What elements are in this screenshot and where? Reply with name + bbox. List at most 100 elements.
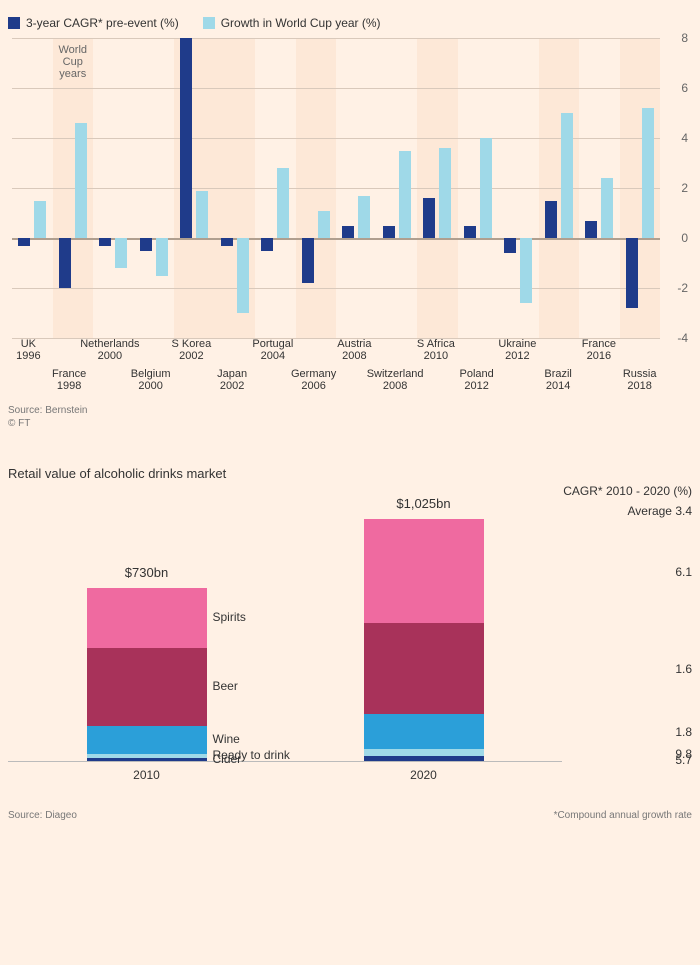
x-axis-label: Portugal2004	[243, 338, 303, 362]
x-axis-label: Germany2006	[284, 368, 344, 392]
x-axis-label: Russia2018	[610, 368, 670, 392]
legend-swatch	[203, 17, 215, 29]
segment-beer	[87, 648, 207, 726]
bar-wc-year	[156, 238, 168, 276]
bar-pre-event	[423, 198, 435, 238]
bar-group	[417, 38, 458, 338]
segment-label: Spirits	[213, 610, 246, 624]
bar-group	[458, 38, 499, 338]
x-axis-label: Poland2012	[447, 368, 507, 392]
y-axis-label: -4	[677, 331, 688, 345]
bar-pre-event	[18, 238, 30, 246]
bar-pre-event	[261, 238, 273, 251]
legend-label: 3-year CAGR* pre-event (%)	[26, 16, 179, 30]
chart2-plot: $730bnCiderReady to drinkWineBeerSpirits…	[8, 501, 692, 762]
source-line: © FT	[8, 417, 692, 430]
x-axis-label: 2020	[285, 768, 562, 782]
y-axis-label: -2	[677, 281, 688, 295]
cagr-value: 5.7	[675, 753, 692, 767]
bar-group	[93, 38, 134, 338]
x-axis-label: Belgium2000	[121, 368, 181, 392]
bar-group	[539, 38, 580, 338]
bar-wc-year	[318, 211, 330, 239]
bar-wc-year	[115, 238, 127, 268]
bar-group	[296, 38, 337, 338]
chart1-plot: -4-202468World Cup years	[12, 38, 660, 338]
segment-label: Ready to drink	[213, 748, 290, 762]
bar-group	[12, 38, 53, 338]
x-axis-label: S Africa2010	[406, 338, 466, 362]
bar-group	[336, 38, 377, 338]
chart1-x-axis: UK1996France1998Netherlands2000Belgium20…	[8, 338, 660, 398]
bar-group	[134, 38, 175, 338]
bar-pre-event	[221, 238, 233, 246]
segment-spirits	[87, 588, 207, 647]
bar-pre-event	[180, 38, 192, 238]
bar-wc-year	[358, 196, 370, 239]
x-axis-label: Brazil2014	[528, 368, 588, 392]
bar-wc-year	[439, 148, 451, 238]
bar-pre-event	[626, 238, 638, 308]
bar-group	[215, 38, 256, 338]
chart1-source: Source: Bernstein © FT	[8, 404, 692, 430]
chart2-source: Source: Diageo	[8, 810, 77, 821]
bar-group	[579, 38, 620, 338]
legend-item-wc-year: Growth in World Cup year (%)	[203, 16, 381, 30]
x-axis-label: France2016	[569, 338, 629, 362]
segment-ready-to-drink	[364, 749, 484, 756]
x-axis-label: Switzerland2008	[365, 368, 425, 392]
bar-wc-year	[237, 238, 249, 313]
bar-pre-event	[585, 221, 597, 239]
bar-pre-event	[464, 226, 476, 239]
cagr-value: 1.8	[675, 725, 692, 739]
legend-label: Growth in World Cup year (%)	[221, 16, 381, 30]
chart2-footnote: *Compound annual growth rate	[554, 810, 692, 821]
bar-group	[53, 38, 94, 338]
segment-cider	[364, 756, 484, 761]
chart2-title: Retail value of alcoholic drinks market	[8, 466, 692, 481]
chart1-legend: 3-year CAGR* pre-event (%) Growth in Wor…	[8, 16, 692, 30]
stacked-bar-slot: $1,025bn	[285, 501, 562, 761]
bar-pre-event	[545, 201, 557, 239]
bar-wc-year	[277, 168, 289, 238]
bar-wc-year	[642, 108, 654, 238]
stacked-bar-slot: $730bnCiderReady to drinkWineBeerSpirits	[8, 501, 285, 761]
stack-total-label: $730bn	[125, 565, 168, 580]
segment-label: Wine	[213, 732, 240, 746]
segment-label: Beer	[213, 679, 238, 693]
bar-wc-year	[34, 201, 46, 239]
y-axis-label: 2	[681, 181, 688, 195]
cagr-value: 1.6	[675, 662, 692, 676]
bar-group	[377, 38, 418, 338]
bar-pre-event	[99, 238, 111, 246]
cagr-average: Average 3.4	[628, 504, 693, 518]
bar-pre-event	[59, 238, 71, 288]
cagr-column: CAGR* 2010 - 2020 (%) Average 3.46.11.61…	[562, 502, 692, 762]
source-line: Source: Bernstein	[8, 404, 692, 417]
bar-group	[255, 38, 296, 338]
cagr-header: CAGR* 2010 - 2020 (%)	[563, 484, 692, 498]
x-axis-label: 2010	[8, 768, 285, 782]
bar-pre-event	[504, 238, 516, 253]
bar-group	[620, 38, 661, 338]
y-axis-label: 8	[681, 31, 688, 45]
x-axis-label: Japan2002	[202, 368, 262, 392]
x-axis-label: Netherlands2000	[80, 338, 140, 362]
y-axis-label: 4	[681, 131, 688, 145]
y-axis-label: 0	[681, 231, 688, 245]
bar-pre-event	[342, 226, 354, 239]
bar-wc-year	[520, 238, 532, 303]
stacked-bar	[87, 588, 207, 761]
bar-group	[498, 38, 539, 338]
segment-spirits	[364, 519, 484, 623]
bar-wc-year	[399, 151, 411, 239]
stack-total-label: $1,025bn	[396, 496, 450, 511]
bar-pre-event	[302, 238, 314, 283]
cagr-value: 6.1	[675, 565, 692, 579]
bar-wc-year	[196, 191, 208, 239]
y-axis-label: 6	[681, 81, 688, 95]
segment-cider	[87, 758, 207, 761]
x-axis-label: S Korea2002	[161, 338, 221, 362]
bar-group	[174, 38, 215, 338]
stacked-bar	[364, 519, 484, 761]
